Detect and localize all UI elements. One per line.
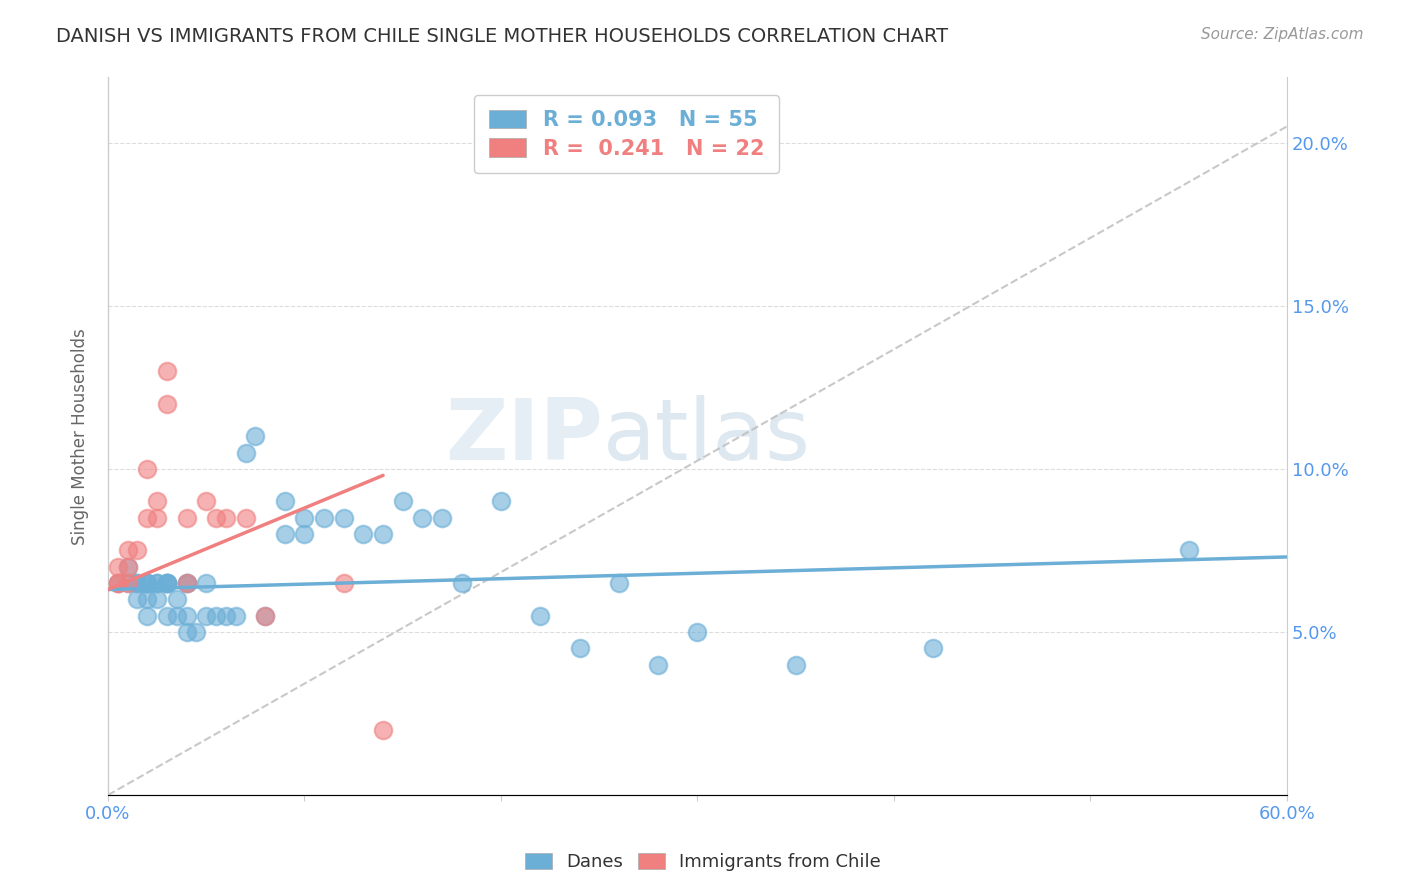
Point xyxy=(254,608,277,623)
Point xyxy=(430,510,453,524)
Point xyxy=(195,576,218,591)
Point xyxy=(529,608,551,623)
Point xyxy=(333,576,356,591)
Point xyxy=(176,510,198,524)
Point xyxy=(225,608,247,623)
Point xyxy=(785,657,807,672)
Point xyxy=(215,510,238,524)
Point xyxy=(136,576,159,591)
Point xyxy=(136,510,159,524)
Y-axis label: Single Mother Households: Single Mother Households xyxy=(72,328,89,545)
Point xyxy=(647,657,669,672)
Point xyxy=(156,364,179,378)
Point xyxy=(117,576,139,591)
Point xyxy=(1177,543,1199,558)
Point xyxy=(371,527,394,541)
Text: ZIP: ZIP xyxy=(446,395,603,478)
Point xyxy=(568,641,591,656)
Point xyxy=(127,576,149,591)
Point xyxy=(146,494,169,508)
Text: DANISH VS IMMIGRANTS FROM CHILE SINGLE MOTHER HOUSEHOLDS CORRELATION CHART: DANISH VS IMMIGRANTS FROM CHILE SINGLE M… xyxy=(56,27,949,45)
Point xyxy=(235,510,257,524)
Point xyxy=(117,543,139,558)
Legend: Danes, Immigrants from Chile: Danes, Immigrants from Chile xyxy=(517,846,889,879)
Point xyxy=(371,723,394,737)
Point xyxy=(254,608,277,623)
Point xyxy=(136,576,159,591)
Point xyxy=(274,494,297,508)
Point xyxy=(107,576,129,591)
Point xyxy=(156,576,179,591)
Point xyxy=(166,592,188,607)
Point xyxy=(274,527,297,541)
Point xyxy=(127,592,149,607)
Point xyxy=(205,510,228,524)
Point xyxy=(489,494,512,508)
Point xyxy=(146,576,169,591)
Point xyxy=(146,576,169,591)
Point xyxy=(195,494,218,508)
Point xyxy=(176,576,198,591)
Point xyxy=(117,559,139,574)
Point xyxy=(186,624,208,639)
Point xyxy=(176,608,198,623)
Point xyxy=(156,576,179,591)
Point xyxy=(176,624,198,639)
Text: atlas: atlas xyxy=(603,395,811,478)
Point xyxy=(156,608,179,623)
Point xyxy=(195,608,218,623)
Point xyxy=(146,510,169,524)
Point xyxy=(176,576,198,591)
Point xyxy=(107,576,129,591)
Point xyxy=(391,494,413,508)
Point xyxy=(127,543,149,558)
Point xyxy=(215,608,238,623)
Point xyxy=(352,527,374,541)
Point xyxy=(333,510,356,524)
Point xyxy=(294,510,316,524)
Point xyxy=(607,576,630,591)
Point xyxy=(411,510,433,524)
Point xyxy=(156,397,179,411)
Point xyxy=(136,608,159,623)
Point xyxy=(146,592,169,607)
Text: Source: ZipAtlas.com: Source: ZipAtlas.com xyxy=(1201,27,1364,42)
Point xyxy=(117,576,139,591)
Point xyxy=(205,608,228,623)
Point xyxy=(136,462,159,476)
Point xyxy=(686,624,709,639)
Point xyxy=(127,576,149,591)
Point xyxy=(176,576,198,591)
Point xyxy=(235,445,257,459)
Point xyxy=(294,527,316,541)
Point xyxy=(117,559,139,574)
Point xyxy=(450,576,472,591)
Point xyxy=(136,592,159,607)
Point xyxy=(107,559,129,574)
Point xyxy=(156,576,179,591)
Legend: R = 0.093   N = 55, R =  0.241   N = 22: R = 0.093 N = 55, R = 0.241 N = 22 xyxy=(474,95,779,173)
Point xyxy=(156,576,179,591)
Point xyxy=(314,510,336,524)
Point xyxy=(922,641,945,656)
Point xyxy=(107,576,129,591)
Point xyxy=(166,608,188,623)
Point xyxy=(136,576,159,591)
Point xyxy=(245,429,267,443)
